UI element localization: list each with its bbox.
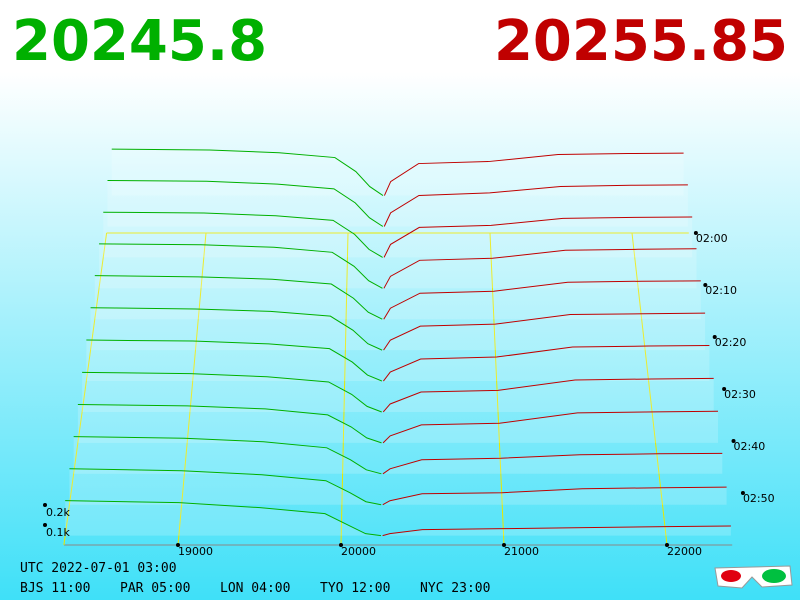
depth-fill: [383, 378, 714, 412]
x-tick-label: 22000: [667, 545, 702, 558]
ask-depth-line: [383, 312, 706, 351]
depth-fill: [383, 280, 701, 320]
depth-fill: [82, 372, 382, 412]
tick-mark: [176, 543, 180, 547]
grid-line: [340, 232, 349, 546]
time-tick-label: 02:00: [696, 232, 728, 245]
ask-depth-line: [383, 216, 693, 258]
depth-fill: [383, 345, 710, 382]
tick-mark: [43, 523, 47, 527]
depth-fill: [384, 153, 684, 196]
depth-fill: [86, 340, 382, 382]
ask-depth-line: [382, 410, 719, 444]
ask-depth-line: [383, 152, 684, 196]
ask-depth-line: [382, 486, 727, 506]
depth-fill: [111, 149, 384, 196]
x-tick-label: 19000: [178, 545, 213, 558]
ask-depth-line: [383, 280, 701, 320]
city-time: NYC 23:00: [420, 581, 490, 596]
depth-fill: [384, 216, 693, 258]
depth-fill: [107, 180, 383, 227]
bid-depth-line: [99, 243, 383, 289]
bid-depth-line: [65, 500, 382, 537]
time-tick-mark: [731, 439, 736, 443]
time-tick-mark: [712, 335, 717, 339]
city-time: PAR 05:00: [120, 581, 190, 596]
depth-fill: [90, 307, 383, 351]
depth-tick-label: 0.2k: [46, 506, 70, 519]
ask-price: 20255.85: [494, 9, 788, 74]
depth-fill: [69, 468, 382, 505]
glasses-icon: [714, 565, 793, 589]
city-time: TYO 12:00: [320, 581, 390, 596]
time-tick-mark: [722, 387, 727, 391]
depth-fill: [383, 313, 706, 351]
ask-depth-line: [383, 248, 697, 289]
ask-depth-line: [382, 525, 731, 537]
x-tick-label: 20000: [341, 545, 376, 558]
time-tick-label: 02:50: [743, 492, 775, 505]
ask-depth-line: [382, 452, 723, 475]
tick-mark: [502, 543, 506, 547]
time-tick-label: 02:20: [715, 336, 747, 349]
depth-fill: [382, 487, 727, 505]
x-tick-label: 21000: [504, 545, 539, 558]
city-time: LON 04:00: [220, 581, 290, 596]
depth-fill: [383, 411, 718, 443]
grid-frame: [63, 232, 108, 546]
depth-fill: [77, 404, 382, 443]
city-time: BJS 11:00: [20, 581, 90, 596]
depth-fill: [99, 243, 383, 289]
bid-price: 20245.8: [12, 9, 267, 74]
bid-depth-line: [73, 436, 382, 475]
depth-fill: [384, 184, 688, 227]
time-tick-label: 02:40: [734, 440, 766, 453]
time-tick-mark: [703, 283, 708, 287]
depth-fill: [65, 500, 381, 536]
bid-depth-line: [107, 179, 384, 227]
utc-time: UTC 2022-07-01 03:00: [20, 561, 177, 576]
depth-fill: [103, 212, 383, 258]
ask-depth-line: [382, 377, 714, 413]
depth-fill: [383, 248, 697, 289]
grid-line: [177, 232, 207, 546]
bid-depth-line: [90, 307, 383, 351]
depth-fill: [382, 526, 731, 536]
plot: 19000 20000 21000 22000 0.1k 0.2k 02:00 02:10 02…: [43, 148, 775, 558]
bid-depth-line: [103, 211, 383, 258]
grid-line: [631, 232, 668, 546]
bid-depth-line: [86, 339, 383, 382]
bid-depth-line: [69, 468, 382, 506]
time-tick-mark: [740, 491, 745, 495]
depth-fill: [382, 453, 723, 474]
depth-tick-label: 0.1k: [46, 526, 70, 539]
time-tick-mark: [693, 231, 698, 235]
ask-depth-line: [383, 344, 710, 382]
bid-depth-line: [77, 403, 382, 444]
ask-depth-line: [383, 184, 688, 227]
time-tick-label: 02:30: [724, 388, 756, 401]
tick-mark: [665, 543, 669, 547]
tick-mark: [43, 503, 47, 507]
tick-mark: [339, 543, 343, 547]
bid-depth-line: [111, 148, 384, 196]
time-tick-label: 02:10: [705, 284, 737, 297]
bid-depth-line: [94, 275, 383, 320]
bid-depth-line: [82, 371, 382, 413]
